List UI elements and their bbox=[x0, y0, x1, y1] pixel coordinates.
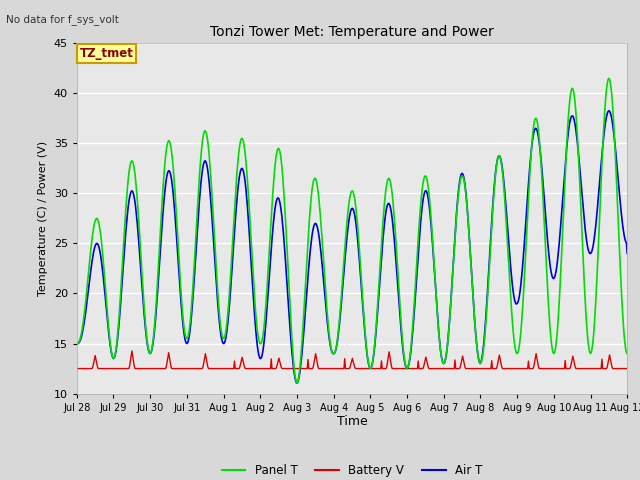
Air T bbox=[140, 302, 147, 308]
Battery V bbox=[196, 366, 204, 372]
Battery V bbox=[128, 348, 136, 354]
Air T bbox=[225, 314, 232, 320]
Line: Panel T: Panel T bbox=[77, 78, 627, 383]
Panel T bbox=[195, 175, 203, 181]
Panel T bbox=[225, 304, 232, 310]
Y-axis label: Temperature (C) / Power (V): Temperature (C) / Power (V) bbox=[38, 141, 48, 296]
Panel T bbox=[605, 75, 612, 81]
Battery V bbox=[140, 366, 148, 372]
Title: Tonzi Tower Met: Temperature and Power: Tonzi Tower Met: Temperature and Power bbox=[210, 25, 494, 39]
Air T bbox=[436, 339, 444, 345]
Panel T bbox=[420, 177, 428, 183]
Battery V bbox=[623, 366, 631, 372]
Panel T bbox=[623, 351, 631, 357]
Battery V bbox=[436, 366, 444, 372]
Text: No data for f_sys_volt: No data for f_sys_volt bbox=[6, 14, 119, 25]
Line: Air T: Air T bbox=[77, 111, 627, 383]
Battery V bbox=[83, 366, 91, 372]
Air T bbox=[73, 341, 81, 347]
Text: TZ_tmet: TZ_tmet bbox=[79, 47, 133, 60]
Air T bbox=[83, 301, 91, 307]
X-axis label: Time: Time bbox=[337, 415, 367, 429]
Battery V bbox=[73, 366, 81, 372]
Panel T bbox=[293, 380, 301, 386]
Air T bbox=[195, 200, 203, 205]
Panel T bbox=[73, 341, 81, 347]
Air T bbox=[605, 108, 612, 114]
Battery V bbox=[225, 366, 233, 372]
Air T bbox=[420, 194, 428, 200]
Air T bbox=[293, 380, 301, 386]
Panel T bbox=[436, 339, 444, 345]
Legend: Panel T, Battery V, Air T: Panel T, Battery V, Air T bbox=[217, 459, 487, 480]
Panel T bbox=[83, 288, 91, 294]
Panel T bbox=[140, 293, 147, 299]
Battery V bbox=[420, 364, 428, 370]
Line: Battery V: Battery V bbox=[77, 351, 627, 369]
Air T bbox=[623, 251, 631, 256]
